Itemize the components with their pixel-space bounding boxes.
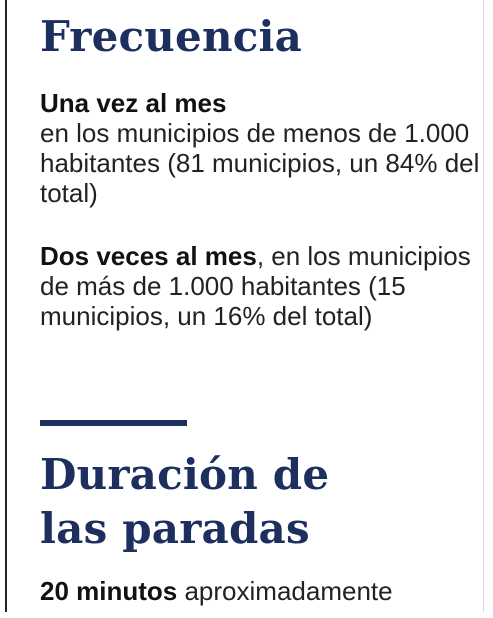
duracion-detail: 20 minutos aproximadamente: [40, 576, 482, 606]
duracion-detail-text: aproximadamente: [177, 576, 393, 606]
duracion-heading-line2: las paradas: [40, 504, 310, 553]
frecuencia-item-monthly-text: en los municipios de menos de 1.000 habi…: [40, 118, 480, 208]
duracion-heading-line1: Duración de: [40, 450, 330, 499]
left-vertical-rule: [5, 0, 7, 612]
frecuencia-item-monthly-bold: Una vez al mes: [40, 88, 227, 118]
frecuencia-item-monthly: Una vez al mes en los municipios de menos…: [40, 88, 482, 208]
frecuencia-item-twice-monthly-bold: Dos veces al mes: [40, 241, 257, 271]
frecuencia-item-twice-monthly: Dos veces al mes, en los municipios de m…: [40, 241, 482, 331]
right-vertical-rule: [483, 0, 484, 612]
duracion-detail-bold: 20 minutos: [40, 576, 178, 606]
section-divider: [40, 420, 187, 426]
frecuencia-heading: Frecuencia: [40, 12, 303, 61]
frecuencia-item-twice-monthly-text: , en los municipios de más de 1.000 habi…: [40, 241, 471, 331]
duracion-heading: Duración de las paradas: [40, 448, 480, 556]
